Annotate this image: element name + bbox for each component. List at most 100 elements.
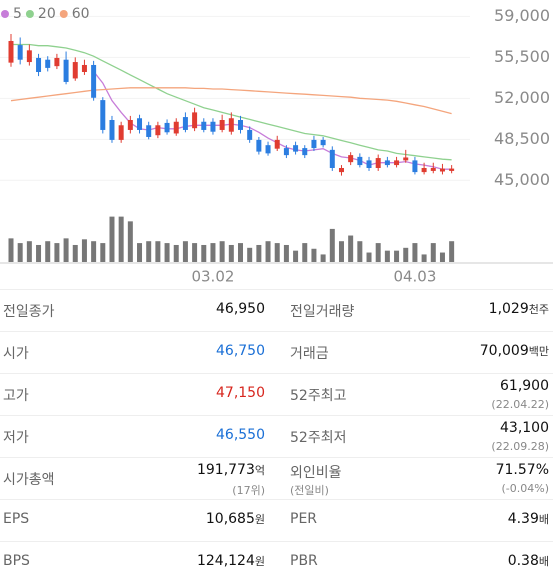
value-text: 191,773 (196, 462, 255, 478)
cell-label: 시가총액 (3, 472, 55, 488)
candle-body (256, 139, 262, 152)
volume-bar (91, 241, 97, 262)
value-unit: 천주 (528, 303, 549, 316)
value-text: 70,009 (479, 343, 529, 359)
volume-bar (293, 250, 299, 262)
table-cell: 52주최고 61,900 (22.04.22) (287, 374, 549, 415)
candle-body (81, 64, 87, 72)
volume-bar (366, 252, 372, 262)
candle-body (210, 121, 216, 132)
candle-body (72, 62, 78, 79)
cell-value: 70,009백만 (480, 343, 549, 359)
volume-bar (421, 254, 427, 262)
candle-body (247, 129, 253, 140)
volume-bar (210, 243, 216, 262)
y-tick-label: 52,000 (494, 88, 550, 107)
volume-bar (17, 243, 23, 262)
value-text: 1,029 (488, 301, 529, 317)
candle-body (173, 121, 179, 134)
candle-body (8, 40, 14, 63)
volume-bar (201, 244, 207, 262)
cell-subvalue: (17위) (232, 484, 265, 497)
cell-label: PER (290, 511, 318, 527)
volume-bar (274, 243, 280, 262)
value-text: 61,900 (500, 378, 549, 394)
value-text: 47,150 (216, 385, 265, 401)
candle-body (357, 156, 363, 166)
stock-table: 전일종가 46,950 전일거래량 1,029천주 시가 46,750 거래금 70,009백… (0, 289, 553, 583)
cell-label: 외인비율 (290, 465, 342, 481)
volume-bar (439, 252, 445, 262)
volume-bar (100, 243, 106, 262)
volume-bar (36, 244, 42, 262)
cell-label: PBR (290, 553, 318, 569)
volume-bar (256, 244, 262, 262)
x-tick-label: 04.03 (393, 268, 436, 286)
candle-body (430, 168, 436, 171)
candle-body (412, 160, 418, 173)
volume-bar (311, 248, 317, 262)
volume-bar (192, 243, 198, 262)
candle-body (164, 122, 170, 133)
volume-bar (357, 241, 363, 262)
cell-subvalue: (-0.04%) (501, 482, 550, 495)
cell-value: 4.39배 (508, 511, 549, 527)
cell-value: 71.57% (496, 462, 549, 478)
candle-body (100, 100, 106, 130)
value-text: 124,124 (196, 553, 255, 569)
candle-body (228, 118, 234, 132)
candle-body (91, 64, 97, 98)
candle-body (54, 57, 60, 67)
value-unit: 원 (254, 513, 265, 526)
table-cell: 저가 46,550 (0, 416, 265, 457)
y-tick-label: 59,000 (494, 6, 550, 25)
cell-label: BPS (3, 553, 30, 569)
cell-subvalue: (22.04.22) (491, 398, 549, 411)
volume-bar (375, 243, 381, 262)
volume-bar (247, 247, 253, 262)
table-cell: 거래금 70,009백만 (287, 332, 549, 373)
volume-bar (320, 254, 326, 262)
candle-body (146, 125, 152, 137)
value-text: 46,550 (216, 427, 265, 443)
candle-body (274, 139, 280, 149)
cell-value: 10,685원 (206, 511, 265, 527)
cell-value: 191,773억 (197, 462, 265, 478)
legend-label: 5 (13, 6, 22, 22)
value-unit: 배 (538, 555, 549, 568)
volume-bar (81, 239, 87, 262)
value-text: 4.39 (507, 511, 539, 527)
candle-body (265, 145, 271, 154)
candle-body (338, 168, 344, 173)
table-row: 고가 47,150 52주최고 61,900 (22.04.22) (0, 373, 553, 415)
cell-label: 시가 (3, 346, 29, 362)
volume-bar (26, 241, 32, 262)
cell-label: 거래금 (290, 346, 329, 362)
candle-body (63, 59, 69, 82)
cell-value: 1,029천주 (489, 301, 549, 317)
table-row: EPS 10,685원 PER 4.39배 (0, 499, 553, 541)
volume-bar (118, 216, 124, 262)
chart: 45,000 48,500 52,000 55,500 59,000 03.02 04.03… (0, 6, 553, 286)
candle-body (182, 117, 188, 130)
volume-bar (54, 243, 60, 262)
volume-bar (182, 241, 188, 262)
cell-label: 고가 (3, 388, 29, 404)
cell-value: 43,100 (500, 420, 549, 436)
candle-body (238, 120, 243, 130)
y-tick-label: 55,500 (494, 47, 550, 66)
table-cell: 시가 46,750 (0, 332, 265, 373)
cell-value: 46,550 (216, 427, 265, 443)
volume-bar (403, 247, 409, 262)
value-text: 10,685 (205, 511, 255, 527)
cell-value: 61,900 (500, 378, 549, 394)
x-tick-label: 03.02 (191, 268, 234, 286)
volume-bar (449, 241, 455, 262)
volume-bar (109, 216, 115, 262)
volume-bar (348, 235, 354, 262)
candle-body (366, 160, 372, 168)
volume-bar (329, 228, 335, 262)
volume-bar (164, 243, 170, 262)
volume-bar (137, 243, 143, 262)
value-unit: 원 (254, 555, 265, 568)
